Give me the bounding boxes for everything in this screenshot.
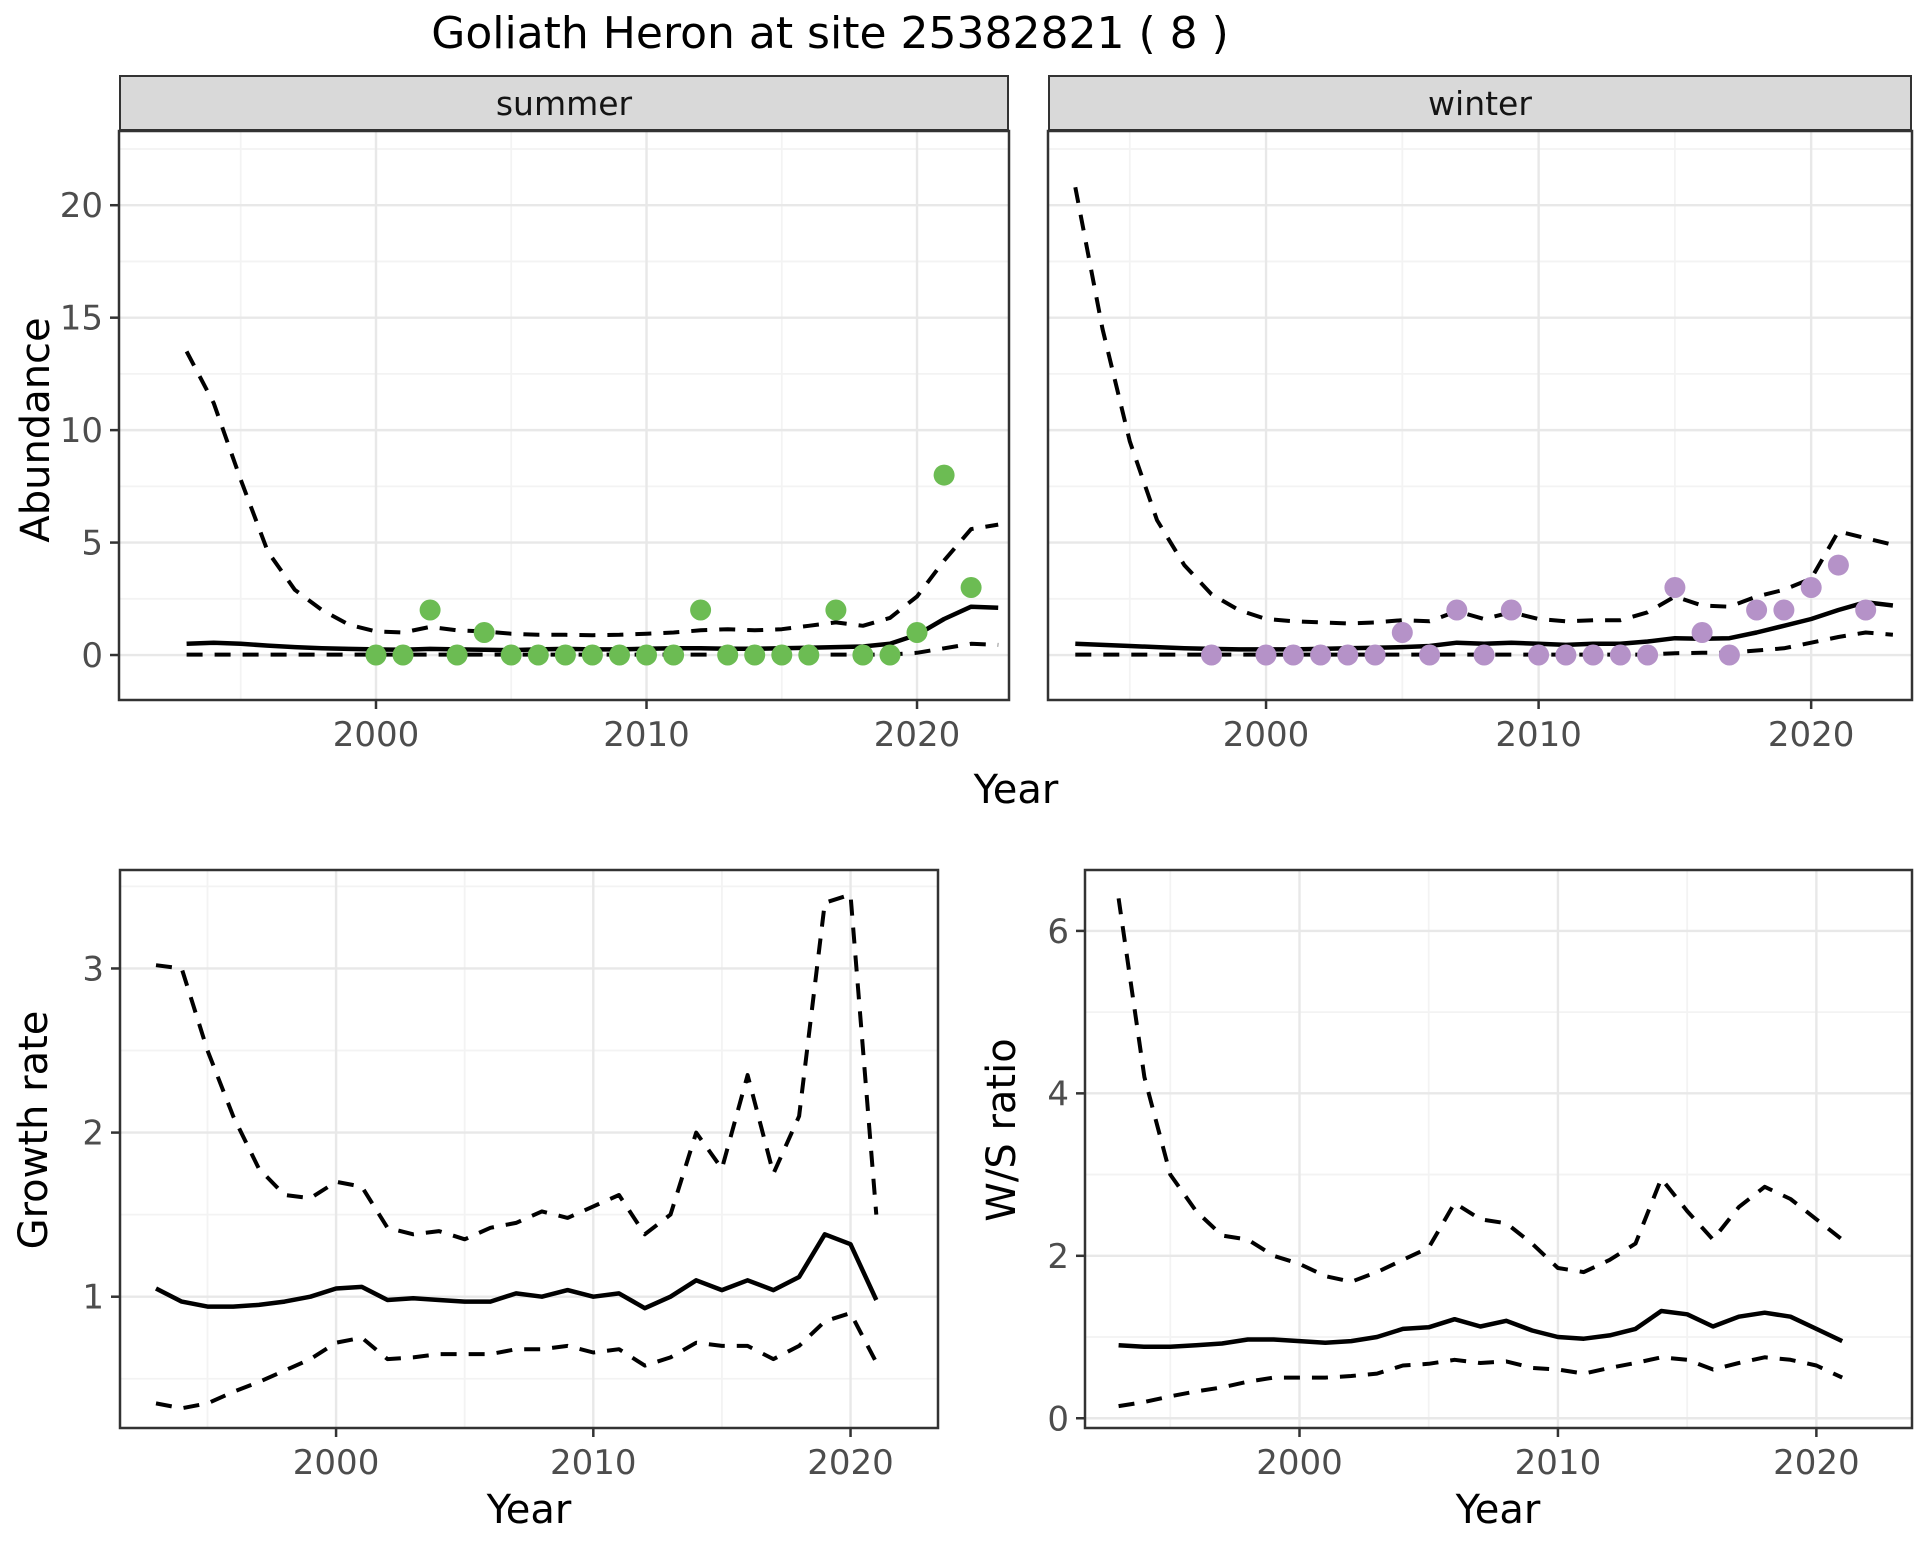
data-point <box>609 644 630 666</box>
y-tick-label: 1 <box>82 1278 104 1318</box>
data-point <box>771 644 793 666</box>
data-point <box>1555 644 1577 666</box>
x-tick-label: 2020 <box>807 1443 894 1483</box>
y-tick-label: 15 <box>60 299 103 339</box>
facet-strip-winter: winter <box>1048 75 1912 131</box>
x-tick-label: 2010 <box>1515 1443 1602 1483</box>
panel-border <box>1046 129 1914 702</box>
x-axis-title-year-ws: Year <box>1455 1487 1541 1533</box>
y-tick-label: 2 <box>1047 1237 1069 1277</box>
y-tick-label: 20 <box>60 186 103 226</box>
data-point <box>446 644 468 666</box>
data-point <box>1528 644 1550 666</box>
data-point <box>1201 644 1222 666</box>
ci-lower-line <box>1075 630 1894 657</box>
facet-strip-summer-label: summer <box>495 83 633 123</box>
data-point <box>527 644 549 666</box>
y-tick-label: 5 <box>81 524 103 564</box>
data-point <box>1746 599 1768 621</box>
figure-title: Goliath Heron at site 25382821 ( 8 ) <box>431 8 1229 59</box>
data-point <box>419 599 441 621</box>
x-axis-title-year-top: Year <box>973 767 1059 813</box>
data-point <box>690 599 712 621</box>
data-point <box>1609 644 1631 666</box>
y-tick-label: 6 <box>1047 912 1069 952</box>
panel-border <box>117 129 1011 702</box>
x-tick-label: 2020 <box>874 715 961 755</box>
panel-growth-rate: 2000 2010 2020 1 2 3 <box>82 868 940 1483</box>
data-point <box>1500 599 1522 621</box>
data-point <box>365 644 387 666</box>
y-tick-label: 3 <box>82 949 104 989</box>
data-point <box>473 622 495 643</box>
x-tick-label: 2000 <box>293 1443 380 1483</box>
facet-strip-summer: summer <box>119 75 1009 131</box>
panel-abundance-winter: 2000 2010 2020 <box>1046 129 1914 755</box>
data-point <box>554 644 576 666</box>
data-point <box>1582 644 1604 666</box>
data-point <box>500 644 522 666</box>
data-point <box>717 644 739 666</box>
y-tick-label: 0 <box>1047 1399 1069 1439</box>
y-tick-label: 10 <box>60 411 103 451</box>
data-point <box>1664 577 1686 598</box>
data-point <box>1718 644 1740 666</box>
data-point <box>744 644 766 666</box>
panel-border <box>118 868 940 1430</box>
data-point <box>1637 644 1659 666</box>
ci-lower-line <box>1118 1355 1844 1409</box>
fit-line <box>1118 1308 1844 1350</box>
data-point <box>1391 622 1413 643</box>
panel-abundance-summer: 2000 2010 2020 0 5 10 15 20 <box>60 129 1011 755</box>
x-tick-label: 2010 <box>550 1443 637 1483</box>
ci-upper-line <box>1116 898 1844 1284</box>
data-point <box>1773 599 1795 621</box>
data-point <box>1446 599 1468 621</box>
x-tick-label: 2000 <box>333 715 420 755</box>
data-point <box>1364 644 1386 666</box>
data-point <box>1255 644 1277 666</box>
ci-upper-line <box>1073 186 1894 626</box>
data-point <box>392 644 414 666</box>
x-tick-label: 2020 <box>1773 1443 1860 1483</box>
x-axis-title-year-growth: Year <box>486 1487 572 1533</box>
data-point <box>663 644 685 666</box>
data-point <box>852 644 874 666</box>
x-tick-label: 2020 <box>1768 715 1855 755</box>
data-point <box>1691 622 1713 643</box>
data-point <box>1800 577 1822 598</box>
data-point <box>879 644 901 666</box>
fit-line <box>154 1232 879 1311</box>
data-point <box>1282 644 1304 666</box>
data-point <box>798 644 820 666</box>
data-point <box>1419 644 1441 666</box>
y-tick-label: 0 <box>81 636 103 676</box>
x-tick-label: 2000 <box>1256 1443 1343 1483</box>
data-point <box>581 644 603 666</box>
data-point <box>1473 644 1495 666</box>
data-point <box>1337 644 1359 666</box>
facet-strip-winter-label: winter <box>1428 83 1532 123</box>
ci-upper-line <box>155 892 879 1242</box>
ci-lower-line <box>155 1311 879 1411</box>
panel-ws-ratio: 2000 2010 2020 0 2 4 6 <box>1047 868 1914 1483</box>
y-tick-label: 2 <box>82 1114 104 1154</box>
data-point <box>906 622 928 643</box>
x-tick-label: 2000 <box>1223 715 1310 755</box>
panel-border <box>1083 868 1914 1430</box>
ci-upper-line <box>184 350 999 638</box>
data-point <box>1855 599 1877 621</box>
data-point <box>960 577 982 598</box>
x-tick-label: 2010 <box>603 715 690 755</box>
data-point <box>825 599 847 621</box>
data-point <box>636 644 657 666</box>
data-point <box>933 464 955 486</box>
data-point <box>1310 644 1332 666</box>
data-point <box>1827 554 1849 576</box>
y-tick-label: 4 <box>1047 1074 1069 1114</box>
x-tick-label: 2010 <box>1495 715 1582 755</box>
